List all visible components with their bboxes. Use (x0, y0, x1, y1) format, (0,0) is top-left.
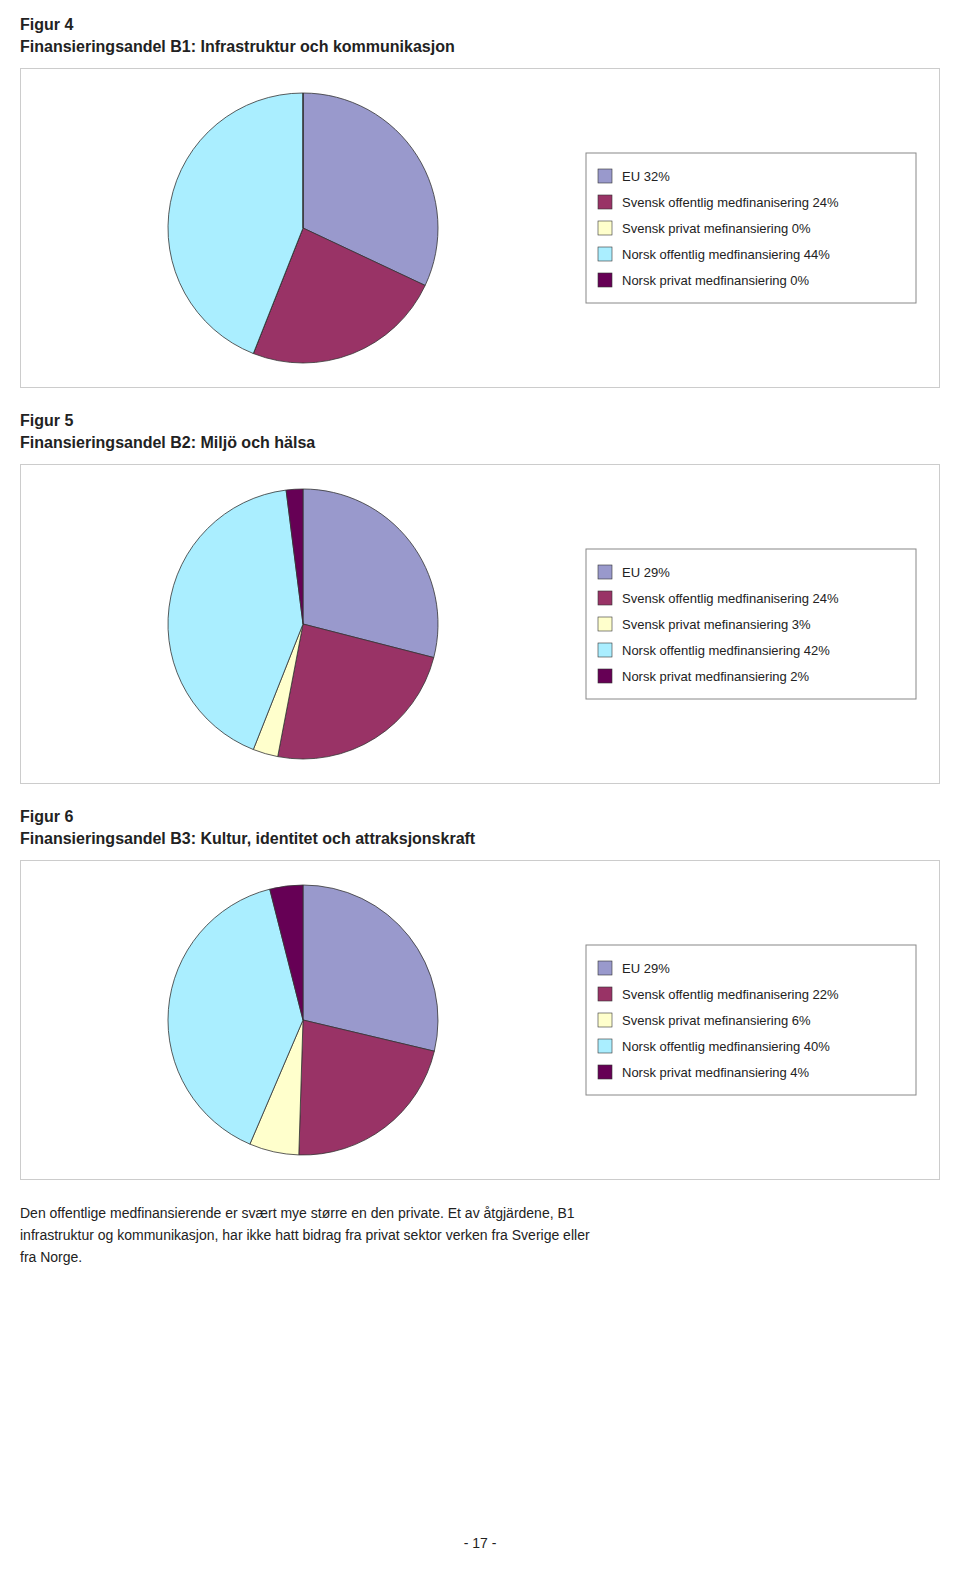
legend-label: Svensk privat mefinansiering 6% (622, 1013, 811, 1028)
legend-swatch (598, 195, 612, 209)
pie (168, 885, 438, 1155)
legend-swatch (598, 617, 612, 631)
footer: Den offentlige medfinansierende er svært… (20, 1202, 940, 1268)
legend-swatch (598, 643, 612, 657)
pie-slice (302, 93, 303, 228)
chart-section: Figur 5Finansieringsandel B2: Miljö och … (20, 410, 940, 784)
legend-label: Svensk offentlig medfinanisering 22% (622, 987, 839, 1002)
pie-slice (168, 490, 303, 749)
legend-swatch (598, 1013, 612, 1027)
legend-label: EU 29% (622, 961, 670, 976)
pie-slice (278, 624, 434, 759)
legend-swatch (598, 669, 612, 683)
chart-title: Figur 5 (20, 410, 940, 432)
page: Figur 4Finansieringsandel B1: Infrastruk… (20, 14, 940, 1268)
legend: EU 29% Svensk offentlig medfinanisering 2… (586, 945, 916, 1095)
legend-label: Norsk privat medfinansiering 0% (622, 273, 810, 288)
legend: EU 29% Svensk offentlig medfinanisering 2… (586, 549, 916, 699)
chart-section: Figur 4Finansieringsandel B1: Infrastruk… (20, 14, 940, 388)
chart-title: Figur 4 (20, 14, 940, 36)
legend-swatch (598, 169, 612, 183)
pie (168, 489, 438, 759)
legend-swatch (598, 987, 612, 1001)
chart-subtitle: Finansieringsandel B2: Miljö och hälsa (20, 432, 940, 454)
legend-frame (586, 945, 916, 1095)
legend-label: EU 32% (622, 169, 670, 184)
pie-slice (270, 885, 303, 1020)
legend-swatch (598, 221, 612, 235)
legend: EU 32% Svensk offentlig medfinanisering 2… (586, 153, 916, 303)
legend-swatch (598, 247, 612, 261)
chart-subtitle: Finansieringsandel B3: Kultur, identitet… (20, 828, 940, 850)
legend-label: Norsk offentlig medfinansiering 44% (622, 247, 830, 262)
legend-swatch (598, 565, 612, 579)
legend-label: Svensk privat mefinansiering 0% (622, 221, 811, 236)
legend-label: Svensk privat mefinansiering 3% (622, 617, 811, 632)
legend-frame (586, 549, 916, 699)
legend-label: Norsk offentlig medfinansiering 42% (622, 643, 830, 658)
legend-label: Svensk offentlig medfinanisering 24% (622, 591, 839, 606)
chart-frame (21, 861, 940, 1180)
legend-frame (586, 153, 916, 303)
page-number: - 17 - (0, 1535, 960, 1551)
pie (168, 93, 438, 363)
chart-title: Figur 6 (20, 806, 940, 828)
pie-slice (299, 1020, 435, 1155)
chart-svg: EU 29% Svensk offentlig medfinanisering 2… (20, 464, 940, 784)
legend-label: Svensk offentlig medfinanisering 24% (622, 195, 839, 210)
legend-label: EU 29% (622, 565, 670, 580)
legend-swatch (598, 1039, 612, 1053)
legend-swatch (598, 591, 612, 605)
chart-svg: EU 32% Svensk offentlig medfinanisering 2… (20, 68, 940, 388)
legend-label: Norsk privat medfinansiering 2% (622, 669, 810, 684)
legend-swatch (598, 273, 612, 287)
legend-label: Norsk privat medfinansiering 4% (622, 1065, 810, 1080)
pie-slice (168, 93, 303, 354)
legend-label: Norsk offentlig medfinansiering 40% (622, 1039, 830, 1054)
chart-subtitle: Finansieringsandel B1: Infrastruktur och… (20, 36, 940, 58)
chart-frame (21, 69, 940, 388)
chart-section: Figur 6Finansieringsandel B3: Kultur, id… (20, 806, 940, 1180)
legend-swatch (598, 961, 612, 975)
pie-slice (286, 489, 303, 624)
chart-frame (21, 465, 940, 784)
legend-swatch (598, 1065, 612, 1079)
chart-svg: EU 29% Svensk offentlig medfinanisering 2… (20, 860, 940, 1180)
